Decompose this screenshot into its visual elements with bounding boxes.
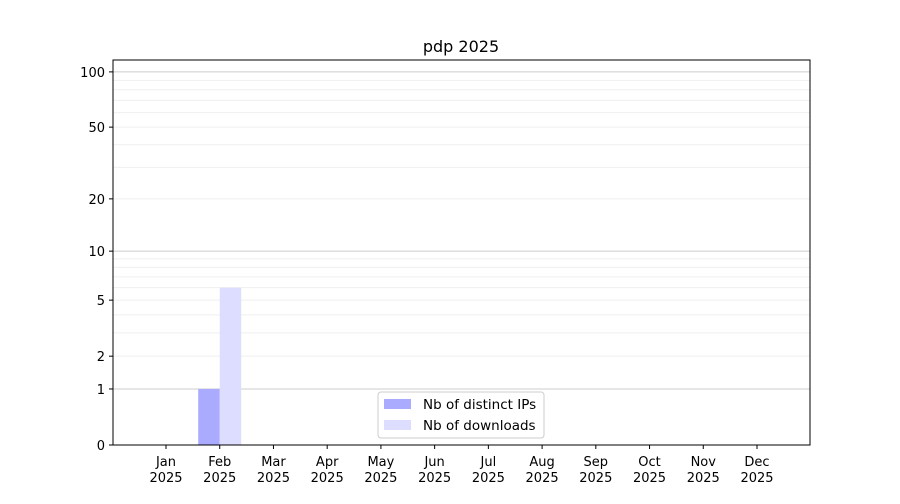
- x-tick-label-year: 2025: [526, 471, 559, 486]
- y-axis: 0 1 2 5 10 20 50 100: [80, 66, 113, 454]
- y-tick-label: 100: [80, 66, 105, 81]
- x-tick-label-year: 2025: [149, 471, 182, 486]
- x-tick-label-year: 2025: [740, 471, 773, 486]
- legend-label-distinct-ips: Nb of distinct IPs: [423, 397, 536, 413]
- x-tick-label-month: Sep: [584, 455, 609, 470]
- bar-distinct-ips: [198, 388, 220, 445]
- x-tick-label-year: 2025: [633, 471, 666, 486]
- x-tick-label-month: Nov: [691, 455, 717, 470]
- x-tick-label-year: 2025: [364, 471, 397, 486]
- x-tick-label-year: 2025: [472, 471, 505, 486]
- x-tick-label-year: 2025: [257, 471, 290, 486]
- x-tick-label-year: 2025: [579, 471, 612, 486]
- y-tick-label: 20: [88, 193, 105, 208]
- x-tick-label-year: 2025: [203, 471, 236, 486]
- x-tick-label-month: Jan: [155, 455, 176, 470]
- legend-swatch-downloads: [384, 420, 411, 430]
- x-axis: Jan2025Feb2025Mar2025Apr2025May2025Jun20…: [149, 445, 774, 486]
- y-tick-label: 1: [97, 383, 105, 398]
- grid: [113, 71, 810, 390]
- x-tick-label-month: Aug: [529, 455, 554, 470]
- legend-box: [377, 391, 545, 439]
- plot-frame: [112, 59, 811, 446]
- x-tick-label-month: May: [367, 455, 394, 470]
- x-tick-label-month: Dec: [744, 455, 769, 470]
- y-tick-label: 50: [88, 121, 105, 136]
- x-tick-label-month: Jun: [423, 455, 444, 470]
- x-tick-label-month: Feb: [208, 455, 231, 470]
- y-tick-label: 2: [97, 350, 105, 365]
- y-tick-label: 10: [88, 245, 105, 260]
- x-tick-label-year: 2025: [311, 471, 344, 486]
- x-tick-label-month: Jul: [480, 455, 497, 470]
- x-tick-label-year: 2025: [687, 471, 720, 486]
- legend-label-downloads: Nb of downloads: [423, 418, 536, 434]
- x-tick-label-month: Apr: [316, 455, 339, 470]
- legend-swatch-distinct-ips: [384, 399, 411, 409]
- x-tick-label-year: 2025: [418, 471, 451, 486]
- bars: [198, 287, 242, 445]
- y-tick-label: 5: [97, 294, 105, 309]
- y-tick-label: 0: [97, 439, 105, 454]
- chart-title: pdp 2025: [423, 37, 499, 56]
- bar-downloads: [219, 287, 242, 445]
- x-tick-label-month: Oct: [638, 455, 660, 470]
- legend: Nb of distinct IPs Nb of downloads: [377, 391, 545, 439]
- x-tick-label-month: Mar: [261, 455, 286, 470]
